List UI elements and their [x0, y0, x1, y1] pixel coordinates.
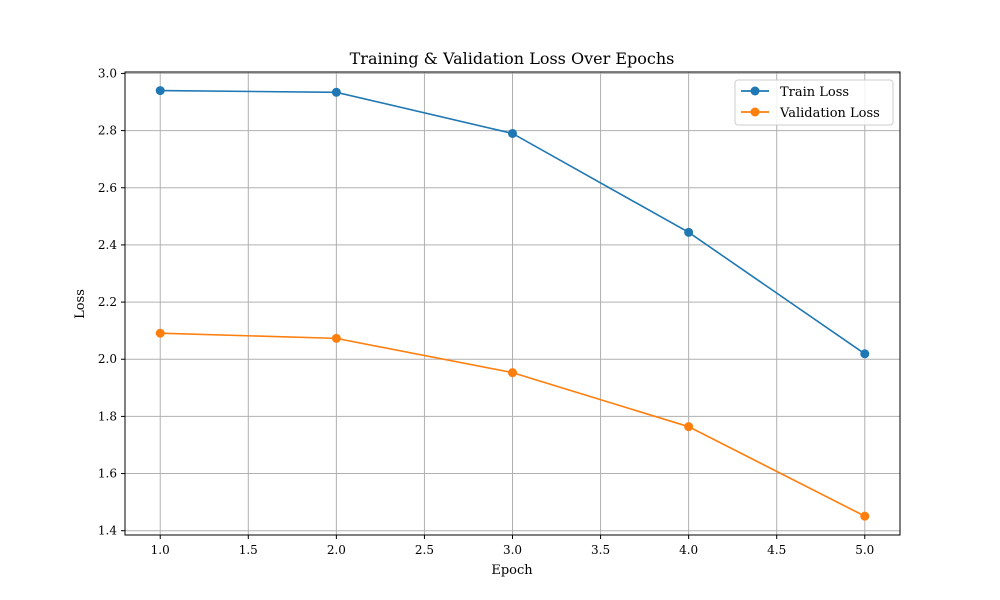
grid-lines	[125, 72, 900, 535]
x-tick-label: 4.5	[767, 543, 786, 557]
x-tick-label: 1.0	[151, 543, 170, 557]
data-point-validation-loss	[155, 328, 165, 338]
x-tick-label: 4.0	[679, 543, 698, 557]
legend-label-validation: Validation Loss	[779, 106, 880, 121]
y-tick-label: 2.8	[98, 124, 117, 138]
data-point-validation-loss	[684, 422, 694, 432]
data-point-train-loss	[331, 87, 341, 97]
y-tick-label: 2.4	[98, 238, 117, 252]
x-axis-label: Epoch	[491, 563, 533, 578]
y-tick-label: 1.8	[98, 409, 117, 423]
data-point-validation-loss	[508, 368, 517, 378]
data-point-train-loss	[860, 349, 870, 359]
y-tick-label: 3.0	[98, 66, 117, 80]
series-layer	[155, 86, 870, 521]
x-tick-label: 5.0	[855, 543, 874, 557]
y-tick-label: 1.6	[98, 467, 117, 481]
y-axis-label: Loss	[73, 289, 88, 319]
x-tick-label: 3.5	[591, 543, 610, 557]
data-point-validation-loss	[860, 511, 870, 521]
legend-box	[734, 79, 894, 126]
axis-ticks: 1.0 1.5 2.0 2.5 3.0 3.5 4.0 4.5 5.0 1.4 1.6 1.8 2.0 2…	[98, 66, 874, 557]
y-tick-label: 2.6	[98, 181, 117, 195]
y-tick-label: 2.0	[98, 352, 117, 366]
x-tick-label: 3.0	[503, 543, 522, 557]
y-tick-label: 1.4	[98, 524, 117, 538]
data-point-train-loss	[508, 128, 517, 138]
data-point-train-loss	[155, 86, 165, 96]
legend-marker-train	[750, 86, 760, 96]
legend: Train Loss Validation Loss	[734, 79, 894, 126]
x-tick-label: 2.5	[415, 543, 434, 557]
x-tick-label: 2.0	[327, 543, 346, 557]
x-tick-label: 1.5	[239, 543, 258, 557]
legend-label-train: Train Loss	[780, 85, 849, 100]
data-point-train-loss	[684, 227, 694, 237]
data-point-validation-loss	[331, 333, 341, 343]
chart-title: Training & Validation Loss Over Epochs	[350, 49, 675, 68]
legend-marker-validation	[750, 107, 760, 117]
y-tick-label: 2.2	[98, 295, 117, 309]
